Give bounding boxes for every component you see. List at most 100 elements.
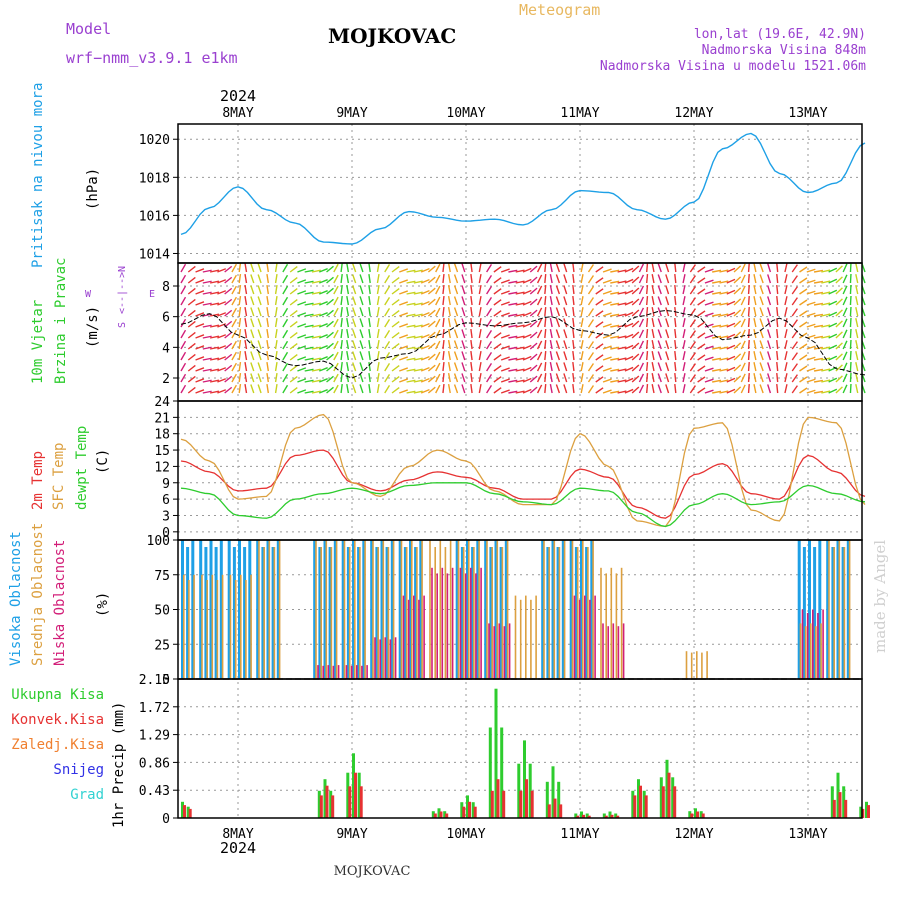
cloud-mid-bar bbox=[838, 540, 841, 679]
wind-barb bbox=[427, 309, 436, 317]
wind-barb bbox=[359, 274, 364, 284]
wind-barb bbox=[442, 339, 445, 350]
y-tick-label: 15 bbox=[154, 444, 170, 459]
wind-barb bbox=[461, 296, 466, 306]
wind-barb bbox=[340, 339, 343, 350]
wind-barb bbox=[704, 290, 714, 295]
wind-barb bbox=[651, 351, 655, 361]
wind-barb bbox=[257, 274, 262, 284]
wind-barb bbox=[304, 346, 314, 350]
wind-barb bbox=[187, 298, 196, 306]
wind-barb bbox=[461, 373, 466, 383]
wind-barb bbox=[406, 269, 416, 273]
wind-barb bbox=[384, 274, 391, 284]
wind-barb bbox=[311, 357, 321, 361]
cloud-low-bar bbox=[389, 639, 392, 679]
wind-barb bbox=[266, 284, 270, 295]
cloud-high-bar bbox=[186, 547, 190, 679]
top-date-label: 10MAY bbox=[446, 106, 485, 121]
wind-barb bbox=[821, 269, 831, 273]
model-label: Model bbox=[66, 20, 111, 38]
wind-barb bbox=[529, 287, 538, 295]
wind-barb bbox=[180, 274, 187, 284]
wind-barb bbox=[835, 309, 843, 317]
wind-barb bbox=[318, 268, 328, 273]
wind-barb bbox=[231, 329, 237, 339]
wind-barb bbox=[813, 357, 824, 361]
cloud-mid-bar bbox=[701, 652, 703, 679]
wind-barb bbox=[747, 262, 750, 273]
wind-barb bbox=[453, 274, 459, 284]
wind-barb bbox=[515, 302, 525, 306]
wind-barb bbox=[250, 285, 255, 295]
precip-convective-bar bbox=[348, 786, 352, 818]
wind-barb bbox=[238, 361, 242, 372]
wind-barb bbox=[733, 309, 742, 317]
wind-barb bbox=[406, 313, 416, 317]
wind-barb bbox=[244, 351, 248, 361]
wind-barb bbox=[282, 362, 289, 372]
wind-barb bbox=[602, 290, 612, 295]
wind-barb bbox=[274, 274, 278, 284]
wind-barb bbox=[515, 313, 525, 317]
wind-barb bbox=[238, 383, 242, 394]
wind-barb bbox=[406, 368, 416, 372]
wind-barb bbox=[799, 376, 808, 383]
wind-barb bbox=[250, 351, 255, 361]
wind-barb bbox=[776, 273, 779, 284]
wind-barb bbox=[719, 291, 729, 295]
wind-barb bbox=[352, 373, 357, 383]
y-tick-label: 0.86 bbox=[139, 756, 170, 771]
wind-barb bbox=[340, 295, 343, 306]
wind-barb bbox=[470, 361, 473, 372]
wind-barb bbox=[828, 377, 838, 383]
cloud-mid-bar bbox=[421, 540, 423, 679]
pressure-ylabel: (hPa) bbox=[85, 168, 101, 210]
precip-total-bar bbox=[694, 808, 697, 818]
wind-barb bbox=[368, 339, 371, 350]
y-tick-label: 18 bbox=[154, 428, 170, 443]
wind-barb bbox=[733, 375, 742, 383]
cloud-low-bar bbox=[374, 637, 376, 679]
wind-barb bbox=[704, 334, 714, 339]
wind-barb bbox=[470, 339, 473, 350]
wind-barb bbox=[282, 373, 289, 383]
wind-barb bbox=[209, 302, 220, 306]
wind-barb bbox=[447, 296, 451, 306]
wind-barb bbox=[461, 329, 466, 339]
wind-barb bbox=[486, 352, 493, 361]
wind-barb bbox=[689, 264, 696, 273]
wind-barb bbox=[187, 364, 196, 372]
wind-barb bbox=[733, 298, 742, 306]
wind-barb bbox=[461, 307, 466, 317]
cloud-high-bar bbox=[460, 547, 464, 679]
wind-barb bbox=[712, 269, 722, 273]
wind-barb bbox=[442, 350, 445, 361]
wind-barb bbox=[855, 318, 859, 328]
wind-barb bbox=[508, 280, 518, 284]
wind-barb bbox=[587, 286, 595, 295]
wind-barb bbox=[549, 351, 553, 361]
wind-barb bbox=[274, 329, 278, 339]
wind-barb bbox=[651, 340, 655, 350]
wind-barb bbox=[813, 280, 824, 284]
wind-barb bbox=[399, 301, 409, 306]
wind-barb bbox=[180, 373, 187, 383]
wind-barb bbox=[326, 342, 334, 350]
wind-barb bbox=[244, 373, 248, 383]
wind-barb bbox=[651, 318, 655, 328]
wind-barb bbox=[359, 296, 364, 306]
wind-barb bbox=[217, 389, 227, 394]
wind-barb bbox=[359, 351, 364, 361]
cloud-mid-bar bbox=[400, 540, 403, 679]
wind-barb bbox=[674, 339, 677, 350]
credit-watermark: made by Angel bbox=[871, 540, 889, 653]
wind-barb bbox=[712, 357, 722, 361]
precip-convective-bar bbox=[325, 785, 329, 818]
wind-barb bbox=[759, 384, 764, 394]
wind-barb bbox=[238, 328, 242, 339]
wind-barb bbox=[311, 269, 321, 273]
wind-barb bbox=[776, 306, 779, 317]
cloud-mid-bar bbox=[229, 574, 232, 680]
precip-convective-bar bbox=[553, 798, 557, 818]
